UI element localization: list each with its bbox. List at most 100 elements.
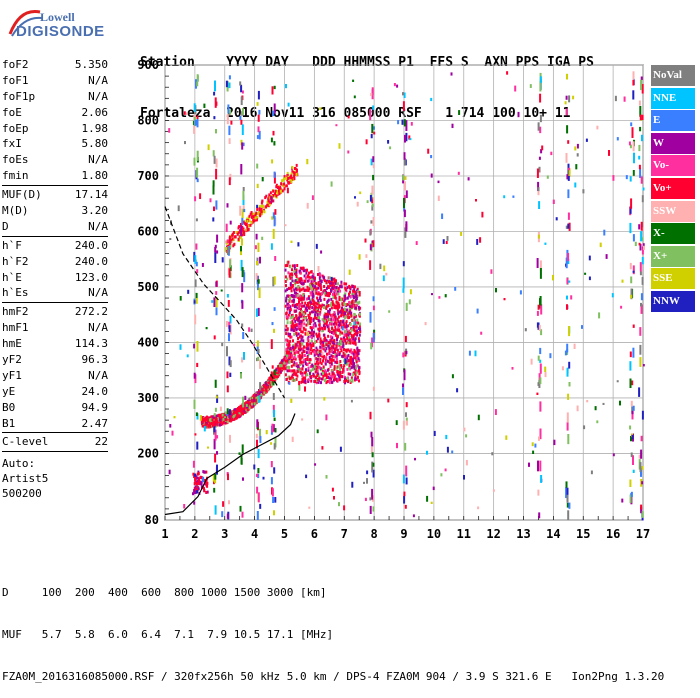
echo-point xyxy=(320,250,323,254)
echo-point xyxy=(612,175,615,181)
echo-point xyxy=(567,140,570,144)
echo-point xyxy=(334,281,337,285)
echo-point xyxy=(306,347,309,351)
echo-point xyxy=(302,364,305,368)
param-name: foEp xyxy=(2,121,29,135)
echo-point xyxy=(299,334,302,338)
x-tick-label: 3 xyxy=(221,527,228,541)
echo-point xyxy=(444,294,447,298)
echo-point xyxy=(274,256,277,261)
echo-point xyxy=(372,305,375,311)
echo-point xyxy=(286,264,289,267)
echo-point xyxy=(291,299,294,303)
echo-point xyxy=(313,330,315,334)
echo-point xyxy=(316,315,319,319)
echo-point xyxy=(328,379,331,382)
echo-point xyxy=(312,279,315,283)
echo-point xyxy=(322,374,325,378)
echo-point xyxy=(239,81,242,86)
echo-point xyxy=(352,373,355,377)
echo-point xyxy=(253,343,256,347)
echo-point xyxy=(353,321,356,326)
echo-point xyxy=(221,422,224,426)
echo-point xyxy=(629,425,632,430)
echo-point xyxy=(338,295,341,299)
echo-point xyxy=(317,378,319,381)
echo-point xyxy=(317,286,320,290)
x-tick-label: 7 xyxy=(341,527,348,541)
echo-point xyxy=(330,297,333,301)
echo-point xyxy=(549,353,552,359)
echo-point xyxy=(350,366,353,370)
echo-point xyxy=(440,473,443,477)
echo-point xyxy=(346,296,349,300)
echo-point xyxy=(196,269,199,274)
echo-point xyxy=(357,357,360,361)
echo-point xyxy=(297,347,300,351)
echo-point xyxy=(641,257,644,265)
param-value: 114.3 xyxy=(74,337,108,351)
echo-point xyxy=(565,225,568,229)
echo-point xyxy=(225,247,228,250)
echo-point xyxy=(312,364,315,368)
echo-point xyxy=(325,347,328,351)
echo-point xyxy=(322,347,325,351)
echo-point xyxy=(272,379,275,383)
echo-point xyxy=(291,170,294,174)
echo-point xyxy=(303,274,306,278)
echo-point xyxy=(287,332,290,336)
echo-point xyxy=(293,355,296,359)
echo-point xyxy=(290,314,293,317)
echo-point xyxy=(351,335,354,339)
echo-point xyxy=(319,298,322,302)
echo-point xyxy=(342,300,345,304)
echo-point xyxy=(300,324,303,328)
echo-point xyxy=(303,354,306,357)
dashed-profile-line xyxy=(164,206,286,399)
echo-point xyxy=(256,396,259,403)
echo-point xyxy=(290,364,293,368)
echo-point xyxy=(195,79,197,89)
echo-point xyxy=(296,374,299,378)
echo-point xyxy=(326,315,329,319)
echo-point xyxy=(395,420,398,426)
echo-point xyxy=(241,357,244,363)
echo-point xyxy=(304,358,307,361)
echo-point xyxy=(303,269,305,273)
echo-point xyxy=(306,337,309,341)
echo-point xyxy=(233,242,236,246)
echo-point xyxy=(260,393,262,396)
echo-point xyxy=(323,321,326,325)
echo-point xyxy=(641,410,644,420)
echo-point xyxy=(344,356,347,359)
echo-point xyxy=(345,325,348,329)
echo-point xyxy=(304,379,307,383)
echo-point xyxy=(340,338,343,342)
echo-point xyxy=(303,371,306,375)
echo-point xyxy=(479,237,482,243)
param-row: fxI 5.80 xyxy=(2,136,108,152)
echo-point xyxy=(290,350,292,354)
echo-point xyxy=(205,425,208,429)
echo-point xyxy=(285,284,287,288)
echo-point xyxy=(584,272,587,275)
echo-point xyxy=(639,114,642,121)
param-separator xyxy=(2,432,108,434)
echo-point xyxy=(307,339,310,343)
echo-point xyxy=(229,372,232,377)
echo-point xyxy=(629,144,632,149)
echo-point xyxy=(270,339,273,350)
echo-point xyxy=(216,451,218,455)
echo-point xyxy=(331,341,334,345)
echo-point xyxy=(371,185,374,195)
echo-point xyxy=(298,321,301,325)
echo-point xyxy=(207,446,209,449)
echo-point xyxy=(315,357,318,361)
echo-point xyxy=(567,223,570,229)
echo-point xyxy=(249,396,252,400)
echo-point xyxy=(567,510,570,521)
echo-point xyxy=(640,304,643,314)
echo-point xyxy=(318,376,321,380)
echo-point xyxy=(213,116,216,120)
echo-point xyxy=(332,277,335,281)
